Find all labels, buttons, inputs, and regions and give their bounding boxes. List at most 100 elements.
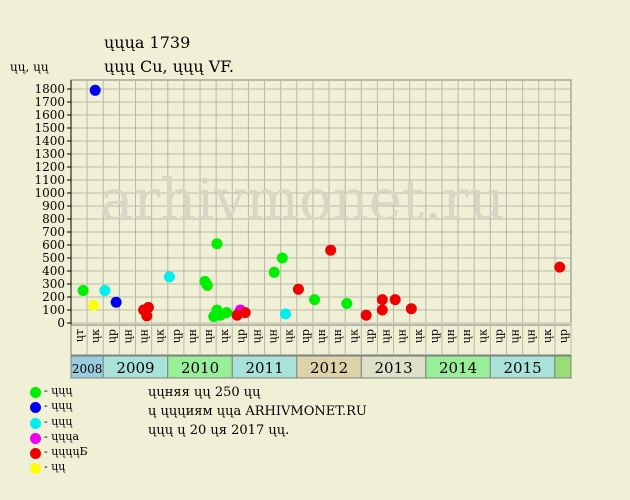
data-point	[341, 298, 353, 309]
chart-title: ųųųа 1739	[104, 33, 191, 52]
chart-subtitle: ųųų Cu, ųųų VF.	[104, 57, 234, 76]
data-point	[201, 279, 213, 291]
legend-label: - ųųų	[44, 399, 73, 413]
data-point	[221, 307, 233, 319]
x-tick-label: ųн	[460, 329, 473, 343]
x-tick-label: ųн	[186, 329, 199, 343]
year-label: 2010	[181, 359, 219, 377]
data-point	[211, 238, 223, 250]
data-point	[141, 310, 153, 322]
x-tick-label: ųк	[218, 329, 231, 343]
legend-label: - ųųų	[44, 384, 73, 397]
y-tick-label: 1700	[34, 95, 65, 109]
y-tick-label: 1400	[34, 134, 65, 148]
x-tick-label: ųк	[476, 329, 489, 343]
y-tick-label: 500	[42, 251, 65, 265]
legend-marker	[30, 402, 41, 414]
year-label: 2014	[439, 359, 477, 377]
data-point	[280, 308, 292, 320]
x-tick-label: ųн	[138, 329, 151, 343]
legend-marker	[30, 417, 41, 429]
x-tick-label: ųн	[121, 329, 134, 343]
legend-item: - ųųųа	[28, 429, 88, 444]
y-tick-label: 1200	[34, 160, 65, 174]
note-line: ųųų ų 20 ųя 2017 ųų.	[148, 423, 290, 438]
note-line: ų ųųųиям ųųа ARHIVMONET.RU	[148, 404, 367, 419]
notes: ųųняя ųų 250 ųų ų ųųųиям ųųа ARHIVMONET.…	[148, 383, 367, 440]
y-tick-label: 1800	[34, 82, 65, 96]
y-tick-label: 300	[42, 277, 65, 291]
year-band	[554, 355, 572, 379]
y-tick-label: 0	[57, 316, 65, 330]
x-tick-label: ųн	[267, 329, 280, 343]
y-tick-label: 1000	[34, 186, 65, 200]
y-tick-label: 1100	[34, 173, 65, 187]
y-tick-label: 400	[42, 264, 65, 278]
x-tick-label: ųк	[283, 329, 296, 343]
legend-marker	[30, 463, 41, 475]
data-point	[376, 294, 388, 306]
x-tick-label: ųк	[154, 329, 167, 343]
legend-item: - ųųųųБ	[28, 444, 88, 460]
note-line: ųųняя ųų 250 ųų	[148, 385, 261, 400]
y-tick-label: 600	[42, 238, 65, 252]
data-point	[89, 84, 101, 96]
data-point	[99, 285, 111, 296]
x-tick-label: ųр	[492, 329, 505, 343]
y-tick-label: 700	[42, 225, 65, 239]
x-tick-label: ųк	[541, 329, 554, 343]
x-tick-label: ųн	[331, 329, 344, 343]
data-point	[360, 309, 372, 321]
y-tick-label: 800	[42, 212, 65, 226]
x-tick-label: ųк	[347, 329, 360, 343]
data-point	[268, 266, 280, 278]
legend-marker	[30, 387, 41, 398]
plot-area	[70, 79, 572, 324]
data-point	[405, 303, 417, 315]
x-tick-label: ųр	[170, 329, 183, 343]
x-tick-label: ųн	[380, 329, 393, 343]
x-tick-label: ųн	[525, 329, 538, 343]
legend-label: - ųų	[44, 460, 66, 474]
year-label: 2009	[116, 359, 154, 377]
legend-label: - ųųųųБ	[44, 445, 88, 459]
year-label: 2015	[504, 359, 542, 377]
x-tick-label: ųр	[299, 329, 312, 343]
legend-item: - ųųų	[28, 383, 88, 398]
x-tick-label: ųр	[363, 329, 376, 343]
x-tick-label: ųр	[234, 329, 247, 343]
legend-marker	[30, 432, 41, 444]
data-point	[239, 307, 251, 319]
x-tick-label: ųр	[105, 329, 118, 343]
watermark: arhivmonet.ru	[100, 168, 505, 233]
x-tick-label: ųр	[428, 329, 441, 343]
x-tick-label: ųн	[250, 329, 263, 343]
data-point	[292, 283, 304, 295]
data-point	[309, 294, 321, 306]
x-tick-label: ųк	[89, 329, 102, 343]
x-tick-label: ųк	[412, 329, 425, 343]
y-tick-label: 200	[42, 290, 65, 304]
data-point	[325, 244, 337, 256]
x-tick-label: ųн	[509, 329, 522, 343]
y-axis-label: ųų, ųų	[10, 60, 49, 74]
legend-marker	[30, 448, 41, 460]
y-tick-label: 100	[42, 303, 65, 317]
y-tick-label: 1300	[34, 147, 65, 161]
data-point	[276, 252, 288, 264]
data-point	[163, 271, 175, 283]
x-tick-label: ųн	[202, 329, 215, 343]
x-tick-band	[70, 324, 572, 356]
x-tick-label: ųн	[396, 329, 409, 343]
data-point	[110, 296, 122, 308]
legend-label: - ųųųа	[44, 429, 80, 443]
data-point	[389, 294, 401, 306]
data-point	[554, 261, 566, 273]
x-tick-label: ųн	[444, 329, 457, 343]
year-label: 2013	[374, 359, 412, 377]
year-label: 2011	[245, 359, 283, 377]
legend: - ųųų - ųųų - ųųų - ųųųа - ųųųųБ - ųų	[28, 383, 88, 475]
data-point	[376, 304, 388, 316]
x-tick-label: ųт	[73, 329, 86, 342]
